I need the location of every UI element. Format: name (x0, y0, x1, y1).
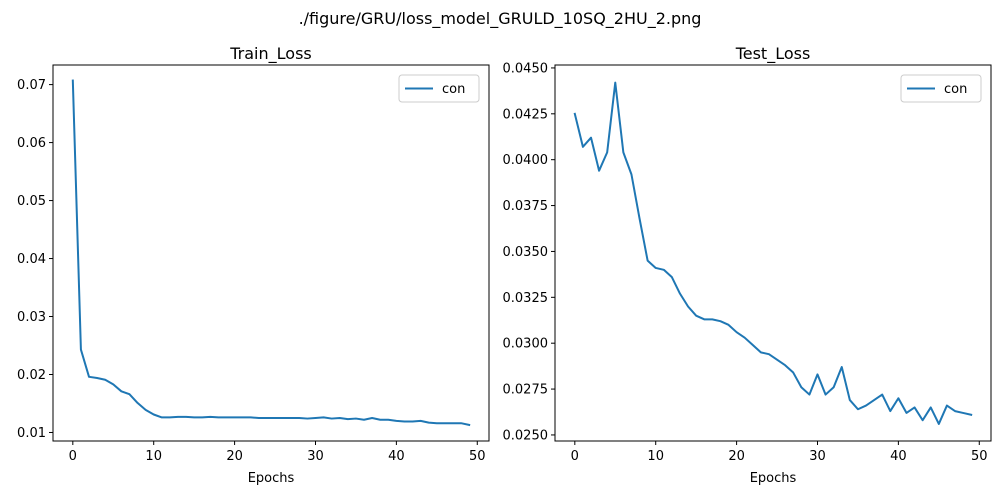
x-tick-label: 20 (728, 449, 745, 464)
x-axis-label: Epochs (248, 471, 295, 486)
y-tick-label: 0.0450 (503, 61, 549, 76)
chart-title: Test_Loss (735, 44, 811, 64)
series-line-con (573, 81, 973, 425)
x-tick-label: 0 (571, 449, 579, 464)
legend-box (398, 74, 480, 103)
x-tick-label: 10 (647, 449, 664, 464)
y-tick-label: 0.0375 (503, 199, 549, 214)
y-tick-label: 0.06 (17, 136, 46, 151)
y-tick-label: 0.05 (17, 194, 46, 209)
legend-label: con (944, 82, 967, 97)
y-tick-label: 0.0425 (503, 107, 549, 122)
y-tick-label: 0.01 (17, 426, 46, 441)
y-tick-label: 0.03 (17, 310, 46, 325)
y-tick-label: 0.0300 (503, 337, 549, 352)
figure-suptitle: ./figure/GRU/loss_model_GRULD_10SQ_2HU_2… (299, 9, 702, 29)
legend: con (900, 74, 982, 103)
train-loss-panel: Train_Loss 0 10 20 30 40 50 0.01 0.02 0.03 0.04 0.0… (17, 44, 490, 486)
y-tick-label: 0.02 (17, 368, 46, 383)
x-tick-label: 20 (226, 449, 243, 464)
y-tick-label: 0.07 (17, 78, 46, 93)
legend-box (900, 74, 982, 103)
x-tick-label: 10 (145, 449, 162, 464)
y-tick-label: 0.0400 (503, 153, 549, 168)
x-tick-label: 40 (890, 449, 907, 464)
axes-frame (554, 64, 992, 442)
axes-frame (52, 64, 490, 442)
y-tick-label: 0.0250 (503, 428, 549, 443)
series-line-con (71, 79, 471, 427)
x-tick-label: 40 (388, 449, 405, 464)
test-loss-panel: Test_Loss 0 10 20 30 40 50 0.0250 0.0275 0.0300 0.… (503, 44, 992, 486)
x-tick-label: 50 (971, 449, 988, 464)
x-tick-label: 30 (307, 449, 324, 464)
y-tick-label: 0.0350 (503, 245, 549, 260)
x-tick-label: 30 (809, 449, 826, 464)
y-tick-label: 0.0325 (503, 291, 549, 306)
legend-label: con (442, 82, 465, 97)
chart-title: Train_Loss (229, 44, 311, 64)
legend: con (398, 74, 480, 103)
x-tick-label: 50 (469, 449, 486, 464)
x-tick-label: 0 (69, 449, 77, 464)
x-axis-label: Epochs (750, 471, 797, 486)
y-tick-label: 0.04 (17, 252, 46, 267)
y-tick-label: 0.0275 (503, 383, 549, 398)
